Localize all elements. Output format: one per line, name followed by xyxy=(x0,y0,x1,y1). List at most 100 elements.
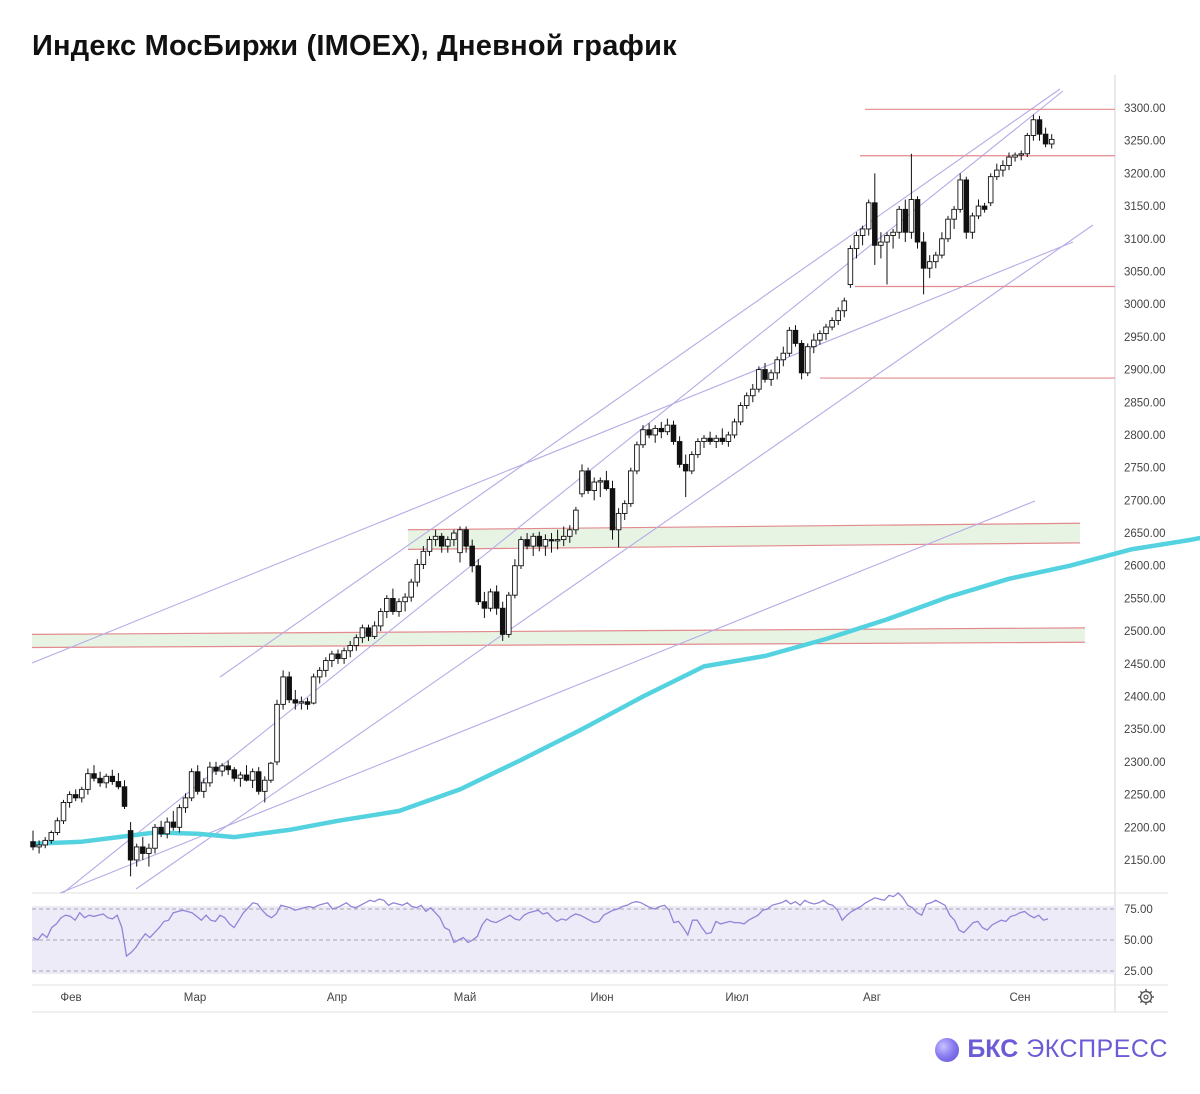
candle-body xyxy=(652,427,658,436)
price-tick-label: 2350.00 xyxy=(1124,724,1166,736)
candle-body xyxy=(30,841,36,848)
candle-body xyxy=(396,601,402,612)
month-label: Май xyxy=(454,992,477,1004)
candle-body xyxy=(585,470,591,491)
candle-body xyxy=(1048,138,1055,145)
candle xyxy=(603,470,610,491)
candle-body xyxy=(884,235,890,243)
candle-body xyxy=(164,821,170,835)
candle xyxy=(170,810,177,831)
candle-body xyxy=(530,535,536,547)
candle-body xyxy=(481,601,488,609)
candle-body xyxy=(682,463,689,472)
candle xyxy=(66,791,73,808)
candle xyxy=(384,595,390,619)
candle-body xyxy=(170,821,177,828)
chart-title: Индекс МосБиржи (IMOEX), Дневной график xyxy=(32,30,677,62)
candles xyxy=(30,114,1055,877)
candle-body xyxy=(939,238,945,256)
price-tick-label: 2300.00 xyxy=(1124,757,1166,769)
candle-body xyxy=(615,512,622,531)
candle xyxy=(304,697,311,710)
candle xyxy=(213,761,219,775)
candle xyxy=(823,323,829,341)
candle xyxy=(335,649,341,664)
candle-body xyxy=(646,429,652,436)
candle xyxy=(121,780,128,809)
candle-body xyxy=(573,509,579,531)
candle-body xyxy=(1024,135,1031,155)
candle-body xyxy=(670,424,677,442)
candle-body xyxy=(798,342,805,374)
candle-body xyxy=(188,771,195,799)
candle xyxy=(85,768,91,795)
candle-body xyxy=(237,774,244,779)
zone-top-line xyxy=(407,522,1081,531)
candle xyxy=(682,454,689,498)
brand-sphere-icon xyxy=(935,1037,960,1062)
candle xyxy=(695,438,701,458)
price-tick-label: 2450.00 xyxy=(1124,659,1166,671)
candle xyxy=(951,206,957,229)
candle-body xyxy=(335,653,341,660)
candle xyxy=(432,529,439,547)
candle-body xyxy=(353,637,360,646)
candle xyxy=(182,793,189,813)
candle-body xyxy=(792,329,799,344)
candle-body xyxy=(133,846,140,861)
candle xyxy=(408,578,414,602)
candle-body xyxy=(176,807,183,828)
settings-gear-icon[interactable] xyxy=(1138,989,1154,1005)
candle xyxy=(658,421,665,439)
candle-body xyxy=(292,699,299,704)
candle xyxy=(963,176,970,239)
candle-body xyxy=(72,794,79,799)
candle xyxy=(975,199,982,220)
candle xyxy=(542,534,549,556)
candle-body xyxy=(97,777,103,784)
candle-body xyxy=(554,539,561,542)
trend-line xyxy=(62,90,1064,894)
candle-body xyxy=(390,597,396,612)
candle-body xyxy=(420,550,427,565)
candle-body xyxy=(1000,165,1006,171)
candle-body xyxy=(60,802,67,822)
candle xyxy=(316,667,323,684)
candle xyxy=(115,773,122,790)
candle-body xyxy=(432,535,439,541)
candle xyxy=(743,392,750,409)
candle-body xyxy=(451,532,457,541)
candle-body xyxy=(54,820,61,833)
candle xyxy=(79,786,85,803)
candle-body xyxy=(780,352,787,361)
candle xyxy=(499,601,506,641)
rsi-panel: 75.00 50.00 25.00 xyxy=(32,892,1153,978)
candle-body xyxy=(774,359,780,374)
candle-body xyxy=(981,205,988,210)
candle xyxy=(225,760,231,775)
candle-body xyxy=(426,539,433,552)
candle-body xyxy=(841,300,848,312)
candle xyxy=(176,804,183,833)
candle-body xyxy=(737,405,744,423)
candle-body xyxy=(896,208,902,233)
candle xyxy=(60,799,67,825)
candle xyxy=(36,840,42,854)
month-label: Фев xyxy=(60,992,81,1004)
candle xyxy=(1036,115,1043,141)
candle-body xyxy=(628,470,634,505)
candle xyxy=(231,767,238,782)
rsi-tick-label: 50.00 xyxy=(1124,935,1153,947)
candle xyxy=(786,327,793,357)
candle xyxy=(634,441,640,475)
candle-body xyxy=(48,832,55,841)
candle-body xyxy=(804,346,811,374)
brand-name-bold: БКС xyxy=(967,1035,1019,1063)
candle xyxy=(573,506,579,535)
trend-line xyxy=(59,500,1036,894)
candle-body xyxy=(158,826,164,835)
candle xyxy=(1030,114,1037,141)
candle xyxy=(359,624,366,643)
candle xyxy=(902,199,909,243)
candle-body xyxy=(536,535,543,547)
